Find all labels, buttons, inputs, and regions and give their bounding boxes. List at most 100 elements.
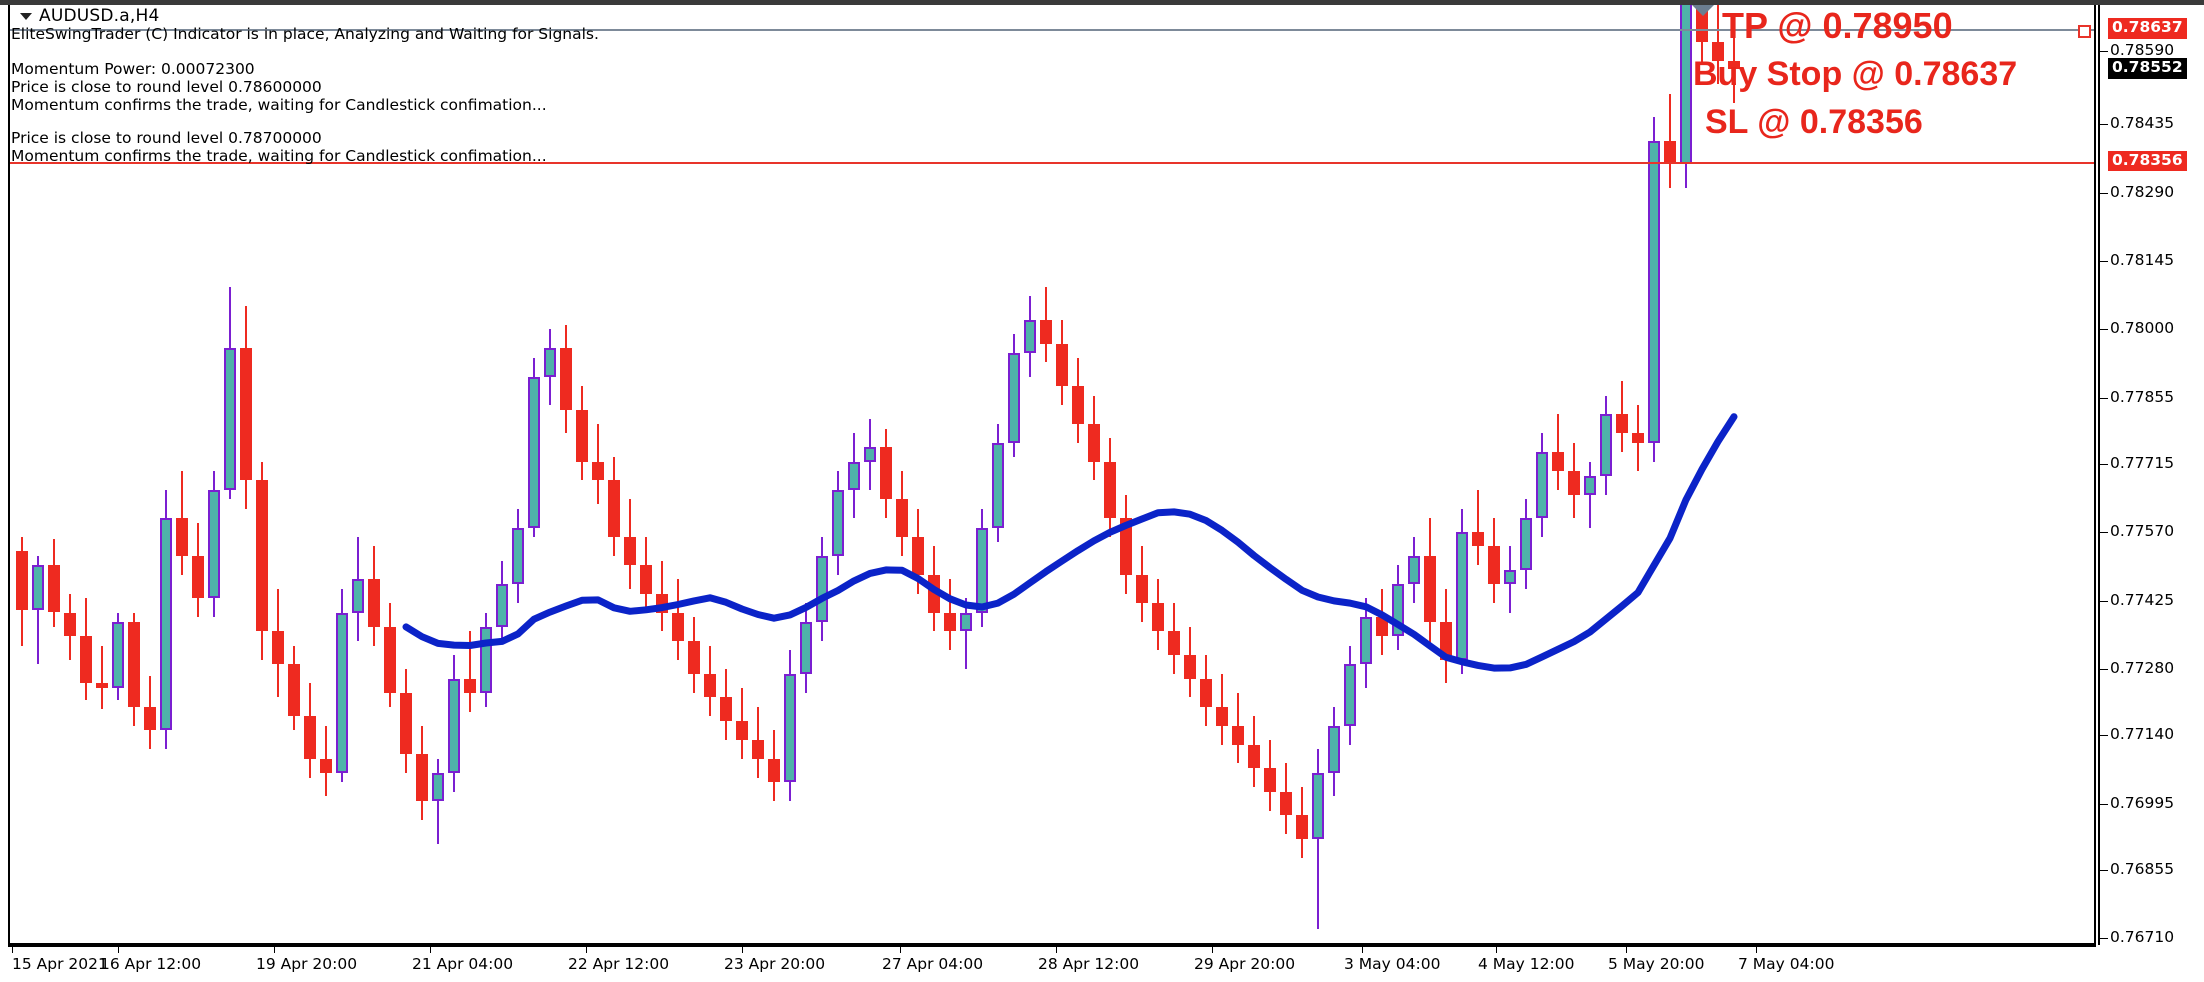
candle-body (992, 442, 1004, 528)
indicator-comment-momentum: Momentum Power: 0.00072300 Price is clos… (11, 60, 547, 114)
symbol-label: AUDUSD.a,H4 (39, 6, 160, 26)
candle-body (144, 706, 156, 731)
time-tick (1756, 945, 1757, 953)
candle-body (864, 447, 876, 462)
price-tick (2100, 869, 2108, 871)
candle-body (128, 621, 140, 707)
current-price-badge: 0.78552 (2108, 58, 2187, 79)
candle-body (1296, 815, 1308, 839)
candle-body (352, 579, 364, 613)
price-level-badge: 0.78637 (2108, 18, 2187, 39)
symbol-header[interactable]: AUDUSD.a,H4 (20, 8, 160, 25)
time-tick (1056, 945, 1057, 953)
candle-body (656, 593, 668, 613)
candle-body (704, 673, 716, 698)
price-level-line-sl[interactable] (10, 161, 2094, 164)
time-tick (12, 945, 13, 953)
time-tick-label: 19 Apr 20:00 (256, 955, 358, 973)
price-tick-label: 0.77140 (2110, 725, 2175, 744)
candle-body (256, 480, 268, 632)
price-tick (2100, 938, 2108, 939)
price-tick (2100, 329, 2108, 331)
candle-body (816, 555, 828, 622)
price-scale[interactable]: 0.78590 0.78435 0.78290 0.78145 0.78000 0.778… (2098, 5, 2204, 945)
entry-line-handle[interactable] (2078, 25, 2091, 38)
price-tick (2100, 669, 2108, 671)
candle-body (624, 537, 636, 566)
candle-body (672, 612, 684, 641)
candle-body (528, 376, 540, 528)
candle-body (400, 692, 412, 755)
candle-body (880, 447, 892, 500)
candle-wick (1669, 93, 1671, 188)
candle-body (1472, 532, 1484, 547)
comment-line: Momentum confirms the trade, waiting for… (11, 147, 547, 165)
candle-body (1088, 423, 1100, 462)
time-tick (586, 945, 587, 953)
chart-plot-frame (8, 5, 2096, 945)
candle-body (80, 636, 92, 684)
candle-body (368, 579, 380, 627)
candle-body (1424, 555, 1436, 622)
candle-body (16, 551, 28, 611)
price-tick-label: 0.77715 (2110, 453, 2175, 472)
candle-body (304, 716, 316, 759)
time-tick-label: 27 Apr 04:00 (882, 955, 984, 973)
chevron-down-icon[interactable] (20, 13, 32, 20)
candle-wick (1317, 749, 1319, 929)
indicator-comment-status: EliteSwingTrader (C) Indicator is in pla… (11, 25, 599, 43)
candle-body (464, 678, 476, 693)
candle-wick (1477, 489, 1479, 566)
candle-body (720, 697, 732, 721)
candle-body (944, 612, 956, 632)
candle-body (1568, 470, 1580, 495)
candle-body (1728, 60, 1740, 70)
candle-body (240, 348, 252, 481)
price-tick-label: 0.78435 (2110, 114, 2175, 133)
candle-body (1328, 725, 1340, 773)
candle-body (1376, 617, 1388, 637)
candle-body (1152, 603, 1164, 632)
candle-body (272, 631, 284, 665)
candle-body (912, 537, 924, 575)
candle-body (1536, 452, 1548, 519)
time-tick-label: 7 May 04:00 (1738, 955, 1835, 973)
candle-body (96, 683, 108, 688)
chart-plot-area[interactable] (10, 5, 2094, 943)
price-level-badge: 0.78356 (2108, 150, 2187, 172)
candle-body (688, 640, 700, 674)
price-tick-label: 0.78290 (2110, 182, 2175, 201)
candle-body (1184, 654, 1196, 679)
candle-body (768, 758, 780, 783)
candle-body (560, 348, 572, 410)
candle-wick (37, 555, 39, 665)
candle-body (512, 527, 524, 585)
time-tick-label: 15 Apr 2021 (12, 955, 108, 973)
price-tick (2100, 735, 2108, 737)
candle-body (320, 758, 332, 773)
candle-wick (1589, 461, 1591, 528)
candle-body (480, 626, 492, 693)
time-scale[interactable]: 15 Apr 2021 16 Apr 12:00 19 Apr 20:00 21 Ap… (8, 945, 2096, 982)
candle-body (1200, 678, 1212, 707)
comment-line: Momentum Power: 0.00072300 (11, 60, 255, 78)
candle-body (1392, 584, 1404, 637)
candle-body (1600, 414, 1612, 476)
candle-body (384, 626, 396, 693)
candle-body (976, 527, 988, 613)
candle-body (64, 612, 76, 637)
candle-body (1168, 631, 1180, 655)
indicator-comment-roundlevel: Price is close to round level 0.78700000… (11, 129, 547, 165)
time-tick (900, 945, 901, 953)
entry-annotation: Buy Stop @ 0.78637 (1693, 55, 2018, 93)
price-level-line-buy-stop[interactable] (10, 29, 2094, 31)
candle-body (1056, 343, 1068, 387)
candle-body (176, 518, 188, 556)
candle-body (1712, 41, 1724, 61)
take-profit-annotation: TP @ 0.78950 (1722, 5, 1953, 46)
candle-body (1264, 768, 1276, 792)
candle-body (1120, 518, 1132, 575)
time-tick (1626, 945, 1627, 953)
price-tick (2100, 397, 2108, 399)
price-tick-label: 0.78000 (2110, 319, 2175, 338)
